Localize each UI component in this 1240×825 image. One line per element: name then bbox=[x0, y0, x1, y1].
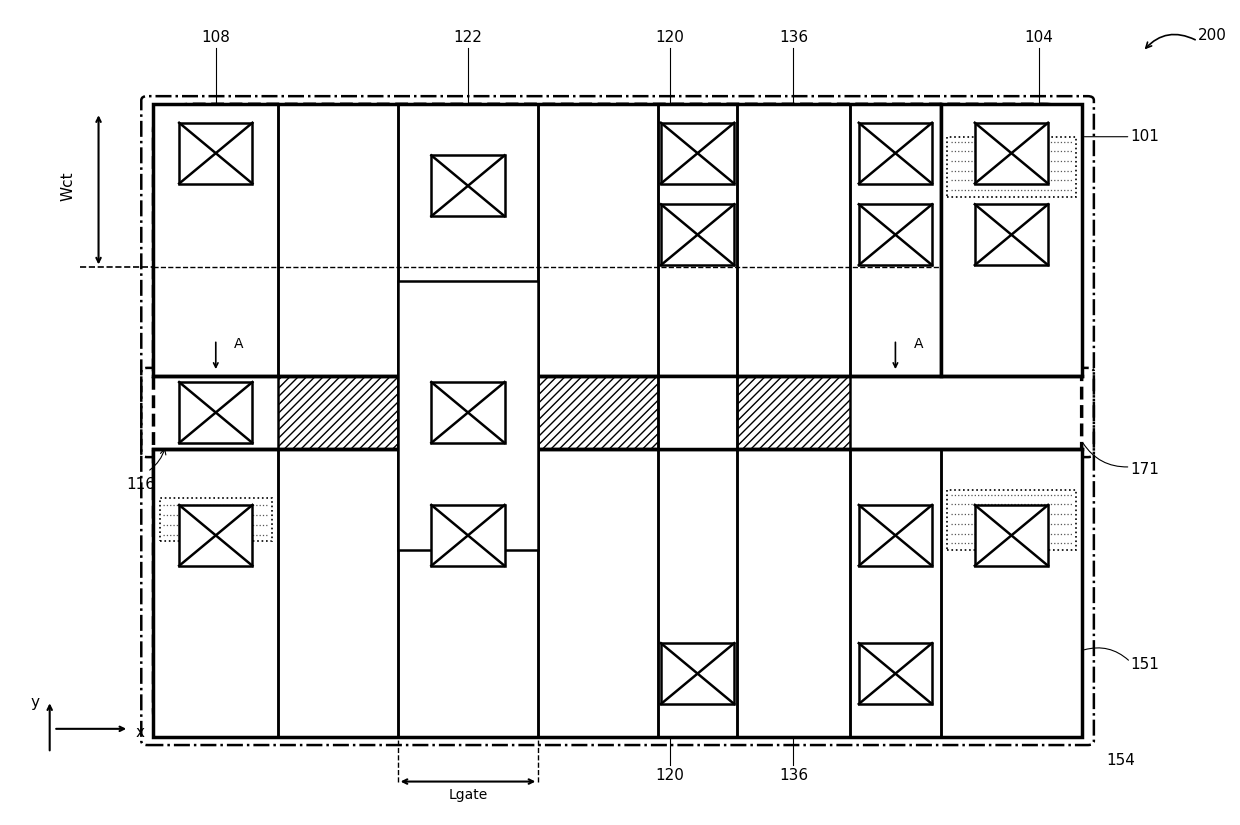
Bar bbox=[278, 376, 398, 449]
Text: 116: 116 bbox=[126, 478, 156, 493]
Bar bbox=[179, 505, 253, 566]
Bar bbox=[278, 104, 398, 737]
Bar bbox=[154, 104, 278, 376]
Text: A: A bbox=[234, 337, 243, 351]
Bar bbox=[859, 505, 932, 566]
Text: 134: 134 bbox=[467, 406, 494, 419]
Bar bbox=[398, 376, 538, 449]
Bar bbox=[432, 155, 505, 216]
Bar bbox=[947, 137, 1075, 196]
Bar bbox=[738, 104, 849, 737]
Bar bbox=[941, 449, 1081, 737]
Bar bbox=[941, 104, 1081, 376]
Bar bbox=[538, 376, 658, 449]
Bar bbox=[160, 498, 272, 541]
Bar bbox=[859, 123, 932, 184]
Bar bbox=[738, 104, 849, 376]
Text: 120: 120 bbox=[656, 30, 684, 45]
Bar bbox=[432, 505, 505, 566]
Bar bbox=[849, 449, 941, 737]
Bar bbox=[432, 382, 505, 443]
Text: 136: 136 bbox=[779, 768, 808, 783]
Bar bbox=[941, 449, 1081, 737]
Bar bbox=[975, 505, 1048, 566]
Text: 122: 122 bbox=[454, 30, 482, 45]
Text: x: x bbox=[135, 725, 144, 740]
Text: 104: 104 bbox=[1024, 30, 1053, 45]
Text: A: A bbox=[914, 337, 924, 351]
Bar bbox=[859, 644, 932, 704]
Text: Wct: Wct bbox=[61, 171, 76, 200]
Text: 154: 154 bbox=[1106, 753, 1135, 768]
Bar bbox=[398, 280, 538, 549]
Bar bbox=[661, 123, 734, 184]
Bar bbox=[538, 449, 658, 737]
Text: Lgate: Lgate bbox=[449, 789, 487, 803]
Bar bbox=[179, 123, 253, 184]
Text: 136: 136 bbox=[779, 30, 808, 45]
Bar bbox=[658, 104, 738, 376]
Bar bbox=[849, 104, 941, 376]
Text: 200: 200 bbox=[1198, 28, 1226, 43]
Bar bbox=[398, 104, 538, 376]
Bar bbox=[398, 449, 538, 737]
Bar bbox=[975, 205, 1048, 265]
Bar bbox=[658, 449, 738, 737]
Text: 108: 108 bbox=[201, 30, 231, 45]
Text: 151: 151 bbox=[1131, 658, 1159, 672]
Bar bbox=[658, 376, 738, 449]
Bar bbox=[661, 205, 734, 265]
Bar bbox=[941, 104, 1081, 376]
Bar bbox=[947, 490, 1075, 549]
Bar bbox=[154, 449, 278, 737]
Text: 101: 101 bbox=[1131, 130, 1159, 144]
Bar bbox=[947, 490, 1075, 549]
Bar bbox=[154, 449, 1081, 737]
Bar bbox=[738, 376, 849, 449]
Bar bbox=[179, 382, 253, 443]
Text: 120: 120 bbox=[656, 768, 684, 783]
Bar bbox=[160, 498, 272, 541]
Bar bbox=[278, 104, 398, 376]
Bar bbox=[278, 449, 398, 737]
Bar bbox=[661, 644, 734, 704]
Bar bbox=[941, 104, 1081, 376]
Bar bbox=[859, 205, 932, 265]
Bar bbox=[947, 137, 1075, 196]
Bar bbox=[975, 123, 1048, 184]
Text: 171: 171 bbox=[1131, 462, 1159, 477]
Bar bbox=[154, 104, 941, 376]
Bar bbox=[738, 449, 849, 737]
Text: y: y bbox=[31, 695, 40, 710]
Bar bbox=[538, 104, 658, 376]
Bar bbox=[538, 104, 658, 737]
